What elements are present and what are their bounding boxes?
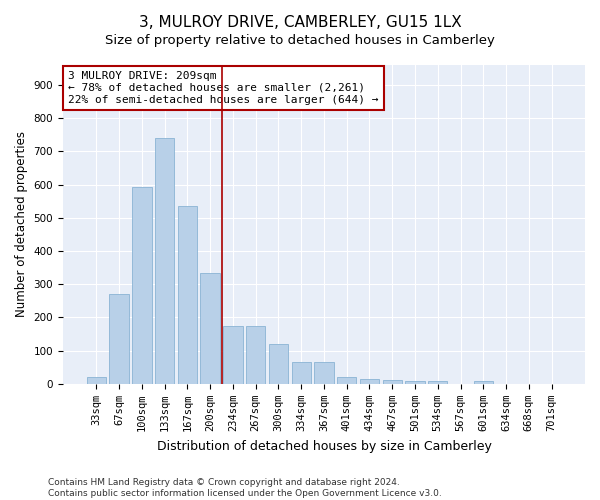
- Bar: [406, 380, 425, 384]
- Bar: [223, 326, 242, 384]
- Text: 3, MULROY DRIVE, CAMBERLEY, GU15 1LX: 3, MULROY DRIVE, CAMBERLEY, GU15 1LX: [139, 15, 461, 30]
- Bar: [86, 376, 106, 384]
- Bar: [360, 379, 379, 384]
- Bar: [383, 380, 402, 384]
- Bar: [246, 326, 265, 384]
- X-axis label: Distribution of detached houses by size in Camberley: Distribution of detached houses by size …: [157, 440, 491, 452]
- Bar: [292, 362, 311, 384]
- Bar: [200, 272, 220, 384]
- Bar: [269, 344, 288, 384]
- Bar: [314, 362, 334, 384]
- Bar: [473, 380, 493, 384]
- Y-axis label: Number of detached properties: Number of detached properties: [15, 132, 28, 318]
- Bar: [109, 294, 129, 384]
- Bar: [337, 378, 356, 384]
- Text: Size of property relative to detached houses in Camberley: Size of property relative to detached ho…: [105, 34, 495, 47]
- Text: Contains HM Land Registry data © Crown copyright and database right 2024.
Contai: Contains HM Land Registry data © Crown c…: [48, 478, 442, 498]
- Text: 3 MULROY DRIVE: 209sqm
← 78% of detached houses are smaller (2,261)
22% of semi-: 3 MULROY DRIVE: 209sqm ← 78% of detached…: [68, 72, 379, 104]
- Bar: [428, 382, 448, 384]
- Bar: [178, 206, 197, 384]
- Bar: [155, 138, 174, 384]
- Bar: [132, 188, 152, 384]
